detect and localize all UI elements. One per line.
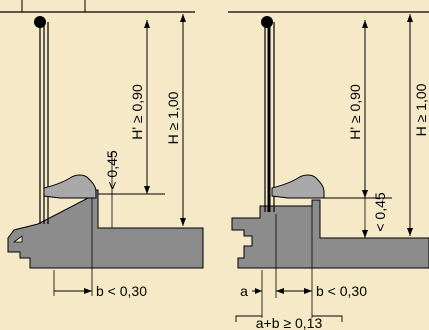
sum-bracket-right xyxy=(312,315,343,322)
slab-notch xyxy=(12,235,23,243)
arrowhead xyxy=(407,228,413,236)
arrowhead xyxy=(407,14,413,22)
arrowhead xyxy=(144,186,150,194)
h-prime-label: H' ≥ 0,90 xyxy=(129,84,145,140)
b-label: b < 0,30 xyxy=(316,283,367,299)
arrowhead xyxy=(304,288,312,294)
arrowhead xyxy=(144,20,150,28)
h-label: H ≥ 1,00 xyxy=(165,91,181,144)
arrowhead xyxy=(362,190,368,198)
arrowhead xyxy=(180,218,186,226)
h-prime-label: H' ≥ 0,90 xyxy=(347,84,363,140)
floor-slab xyxy=(7,189,204,269)
arrowhead xyxy=(255,288,262,294)
floor-slab xyxy=(231,199,429,269)
sum-bracket-left xyxy=(235,315,262,322)
b-label: b < 0,30 xyxy=(96,283,147,299)
arrowhead xyxy=(276,288,284,294)
handrail-section xyxy=(34,16,46,28)
right-figure: H' ≥ 0,90 H ≥ 1,00 < 0,45 a b < 0,30 a+b… xyxy=(228,11,429,330)
sum-label: a+b ≥ 0,13 xyxy=(256,315,323,330)
shoe-icon xyxy=(43,174,97,199)
arrowhead xyxy=(362,230,368,238)
arrowhead xyxy=(84,288,92,294)
arrowhead xyxy=(362,20,368,28)
step-label: < 0,45 xyxy=(104,150,120,190)
a-label: a xyxy=(240,283,248,299)
left-figure: H' ≥ 0,90 H ≥ 1,00 < 0,45 b < 0,30 xyxy=(0,0,204,299)
shoe-icon xyxy=(271,174,325,199)
handrail-section xyxy=(261,16,273,28)
arrowhead xyxy=(180,14,186,22)
h-label: H ≥ 1,00 xyxy=(413,83,429,136)
step-label: < 0,45 xyxy=(372,192,388,232)
